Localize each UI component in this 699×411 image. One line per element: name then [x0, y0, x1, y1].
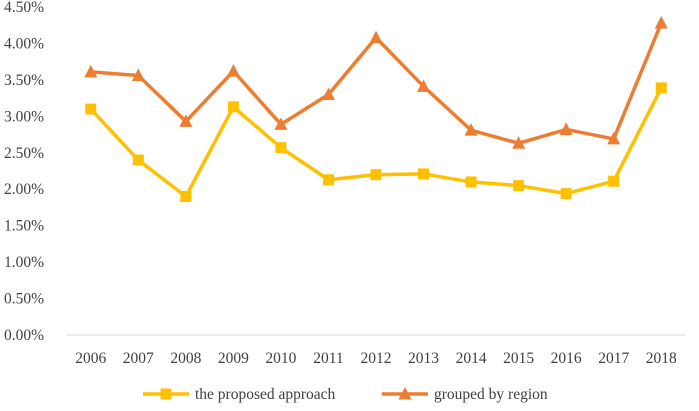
data-point-square [560, 188, 572, 200]
legend-square-marker [160, 388, 172, 400]
legend-triangle-marker [398, 387, 412, 400]
data-point-triangle [512, 136, 526, 149]
x-tick-label: 2010 [265, 350, 296, 367]
data-point-triangle [417, 79, 431, 92]
data-point-square [655, 82, 667, 94]
x-tick-label: 2012 [361, 350, 392, 367]
data-point-square [227, 101, 239, 113]
legend: the proposed approach grouped by region [143, 386, 548, 403]
axis-layer: 0.00% 0.50% 1.00% 1.50% 2.00% 2.50% 3.00% 3.50%… [4, 0, 685, 367]
data-point-triangle [226, 64, 240, 77]
series-the-proposed-approach [85, 82, 667, 203]
data-point-triangle [321, 87, 335, 100]
x-tick-label: 2016 [551, 350, 582, 367]
x-tick-label: 2013 [408, 350, 439, 367]
data-point-triangle [464, 123, 478, 136]
series-grouped-by-region [84, 16, 668, 149]
data-point-triangle [84, 64, 98, 78]
x-tick-label: 2017 [598, 350, 629, 367]
data-point-square [513, 180, 525, 192]
x-tick-label: 2007 [123, 350, 154, 367]
legend-item-grouped-by-region: grouped by region [382, 386, 548, 403]
legend-item-proposed-approach: the proposed approach [143, 386, 336, 403]
data-point-square [180, 191, 192, 203]
data-point-square [85, 103, 97, 115]
x-tick-label: 2009 [218, 350, 249, 367]
legend-label-proposed-approach: the proposed approach [195, 386, 336, 403]
x-tick-label: 2018 [646, 350, 677, 367]
x-tick-label: 2014 [456, 350, 487, 367]
data-point-square [370, 169, 382, 181]
data-point-triangle [559, 122, 573, 135]
legend-label-grouped-by-region: grouped by region [434, 386, 548, 403]
data-point-square [465, 176, 477, 188]
data-point-triangle [654, 16, 668, 29]
data-point-triangle [131, 68, 145, 82]
y-tick-label: 1.50% [4, 218, 44, 235]
data-point-square [418, 168, 430, 180]
data-point-triangle [179, 114, 193, 127]
data-point-triangle [369, 30, 383, 44]
y-tick-label: 2.00% [4, 181, 44, 198]
x-tick-label: 2006 [75, 350, 106, 367]
y-tick-label: 1.00% [4, 254, 44, 271]
data-point-square [132, 154, 144, 166]
data-point-square [275, 142, 287, 154]
y-tick-label: 4.50% [4, 0, 44, 16]
y-tick-label: 2.50% [4, 145, 44, 162]
data-point-square [608, 175, 620, 187]
data-point-triangle [607, 131, 621, 145]
series-line-the-proposed-approach [89, 87, 663, 199]
x-tick-label: 2008 [170, 350, 201, 367]
series-layer [84, 16, 668, 203]
x-tick-label: 2011 [313, 350, 343, 367]
y-tick-label: 4.00% [4, 35, 44, 52]
data-point-triangle [274, 117, 288, 130]
y-tick-label: 0.50% [4, 291, 44, 308]
y-tick-label: 3.00% [4, 108, 44, 125]
y-tick-label: 0.00% [4, 327, 44, 344]
data-point-square [322, 174, 334, 186]
y-tick-label: 3.50% [4, 72, 44, 89]
x-tick-label: 2015 [503, 350, 534, 367]
